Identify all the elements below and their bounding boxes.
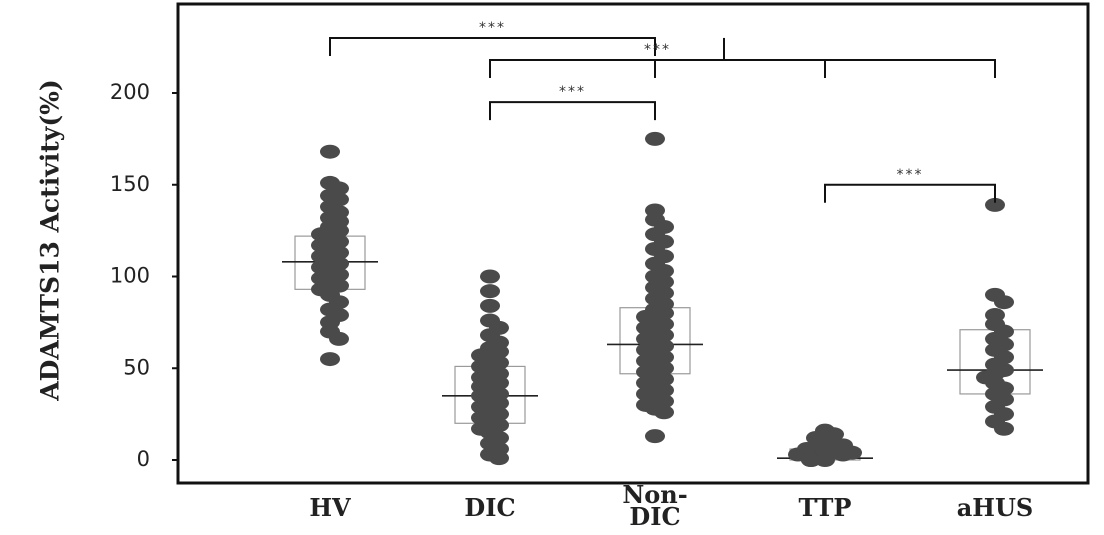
plot-frame — [176, 2, 1090, 485]
significance-label: *** — [479, 20, 506, 36]
data-point — [645, 131, 665, 146]
category-label: DIC — [464, 493, 515, 522]
data-point — [985, 197, 1005, 212]
significance-bracket — [824, 183, 996, 203]
significance-bracket — [329, 36, 656, 56]
y-tick-label: 0 — [137, 447, 150, 471]
data-point — [654, 405, 674, 420]
y-tick-label: 50 — [123, 355, 150, 379]
axes: 0 50 100 150 200 — [110, 2, 1090, 485]
data-point — [320, 352, 340, 367]
significance-label: *** — [559, 84, 586, 100]
data-point — [645, 429, 665, 444]
category-labels: HV DIC Non-DIC TTP aHUS — [309, 480, 1033, 531]
data-point — [815, 453, 835, 467]
significance-bracket — [490, 58, 996, 78]
y-tick-label: 100 — [110, 264, 150, 288]
data-point — [994, 295, 1014, 310]
category-label-line: DIC — [629, 502, 680, 531]
category-label: TTP — [799, 493, 852, 522]
y-tick-label: 150 — [110, 172, 150, 196]
category-label-line: TTP — [799, 493, 852, 522]
data-point — [320, 144, 340, 159]
data-point — [480, 284, 500, 299]
data-point — [801, 453, 821, 467]
category-label-line: DIC — [464, 493, 515, 522]
category-label-line: Non- — [622, 480, 687, 509]
y-axis-label: ADAMTS13 Activity(%) — [36, 79, 65, 401]
y-tick-label: 200 — [110, 80, 150, 104]
significance-bracket — [489, 101, 656, 121]
significance-label: *** — [644, 42, 671, 58]
category-label: aHUS — [957, 493, 1034, 522]
data-point — [833, 447, 853, 462]
data-points — [311, 131, 1014, 467]
data-point — [480, 298, 500, 313]
data-point — [329, 331, 349, 346]
category-label-line: HV — [309, 493, 351, 522]
category-label: Non-DIC — [622, 480, 687, 531]
category-label: HV — [309, 493, 351, 522]
data-point — [480, 269, 500, 284]
significance-brackets: *** *** *** *** — [329, 20, 996, 203]
significance-label: *** — [897, 167, 924, 183]
significance-bracket — [489, 58, 826, 78]
category-label-line: aHUS — [957, 493, 1034, 522]
data-point — [994, 421, 1014, 436]
data-point — [489, 451, 509, 466]
